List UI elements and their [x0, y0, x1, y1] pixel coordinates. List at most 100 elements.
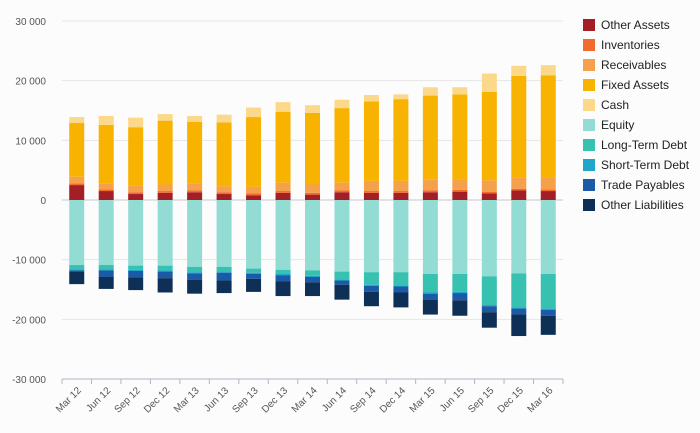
bar-segment	[216, 280, 232, 294]
bar-segment	[216, 194, 232, 200]
x-tick-label: Mar 16	[526, 385, 556, 415]
legend-label: Short-Term Debt	[601, 158, 690, 172]
legend-label: Equity	[601, 118, 635, 132]
bar-segment	[246, 273, 262, 279]
bar-segment	[452, 94, 468, 180]
bar-segment	[128, 271, 144, 278]
bar-segment	[305, 200, 320, 271]
bar-segment	[128, 200, 144, 266]
bar-segment	[511, 314, 527, 337]
bar-segment	[157, 265, 173, 271]
bar-segment	[128, 194, 144, 200]
legend-swatch	[583, 79, 595, 91]
bar-segment	[275, 269, 291, 274]
bar-segment	[69, 123, 85, 177]
bar-segment	[452, 200, 468, 274]
bar-segment	[305, 282, 320, 297]
bar-segment	[511, 188, 527, 191]
bar-segment	[128, 277, 144, 291]
legend-item[interactable]: Other Assets	[583, 15, 689, 35]
legend-item[interactable]: Trade Payables	[583, 175, 689, 195]
x-tick-label: Mar 15	[408, 385, 438, 415]
bar-segment	[98, 115, 114, 125]
legend-label: Inventories	[601, 38, 660, 52]
bar-segment	[98, 189, 114, 192]
bar-segment	[452, 191, 468, 200]
bar-segment	[157, 184, 173, 192]
bar-segment	[393, 200, 409, 273]
bar-segment	[216, 186, 232, 193]
bar-segment	[216, 200, 232, 267]
bar-segment	[305, 192, 320, 195]
legend-item[interactable]: Other Liabilities	[583, 195, 689, 215]
bar-segment	[334, 200, 350, 272]
bar-segment	[393, 272, 409, 286]
x-tick-label: Sep 13	[230, 385, 260, 415]
bar-segment	[305, 105, 320, 113]
bar-segment	[69, 269, 85, 271]
legend-item[interactable]: Fixed Assets	[583, 75, 689, 95]
bar-segment	[511, 75, 527, 178]
bar-segment	[334, 280, 350, 285]
bar-segment	[216, 271, 232, 273]
bar-segment	[187, 192, 203, 200]
bar-segment	[98, 265, 114, 270]
bar-segment	[275, 281, 291, 297]
bar-segment	[216, 122, 232, 187]
bar-segment	[187, 272, 203, 274]
bar-segment	[305, 276, 320, 283]
bar-segment	[187, 115, 203, 122]
bar-segment	[157, 192, 173, 200]
bar-segment	[98, 124, 114, 184]
bar-segment	[275, 111, 291, 183]
legend-item[interactable]: Short-Term Debt	[583, 155, 689, 175]
legend-swatch	[583, 199, 595, 211]
bar-segment	[246, 278, 262, 292]
bar-segment	[334, 190, 350, 193]
bar-segment	[511, 273, 527, 308]
bar-segment	[334, 284, 350, 300]
bar-segment	[422, 95, 438, 180]
legend-item[interactable]: Equity	[583, 115, 689, 135]
bar-segment	[187, 266, 203, 273]
bar-segment	[393, 285, 409, 287]
legend-label: Fixed Assets	[601, 78, 670, 92]
bar-segment	[481, 180, 497, 192]
bar-segment	[128, 269, 144, 272]
x-tick-label: Dec 15	[496, 385, 526, 415]
legend-swatch	[583, 179, 595, 191]
bar-segment	[452, 291, 468, 294]
bar-segment	[157, 200, 173, 266]
bar-segment	[216, 192, 232, 195]
bar-segment	[363, 285, 379, 292]
bar-segment	[363, 191, 379, 193]
bar-segment	[393, 180, 409, 192]
bar-segment	[275, 273, 291, 276]
x-tick-label: Sep 14	[348, 385, 378, 415]
bar-segment	[334, 271, 350, 280]
bar-segment	[69, 200, 85, 266]
bar-segment	[128, 185, 144, 193]
bar-segment	[481, 73, 497, 93]
x-tick-label: Dec 12	[142, 385, 172, 415]
x-tick-label: Jun 13	[202, 385, 231, 414]
bar-segment	[481, 191, 497, 194]
bar-segment	[452, 293, 468, 301]
legend-label: Other Assets	[601, 18, 670, 32]
legend-item[interactable]: Cash	[583, 95, 689, 115]
legend-item[interactable]: Receivables	[583, 55, 689, 75]
legend-item[interactable]: Long-Term Debt	[583, 135, 689, 155]
bar-segment	[393, 292, 409, 308]
bar-segment	[246, 186, 262, 194]
bar-segment	[540, 308, 556, 310]
bar-segment	[69, 176, 85, 184]
bar-segment	[393, 192, 409, 200]
y-tick-label: -30 000	[12, 375, 46, 386]
bar-segment	[305, 194, 320, 200]
bar-segment	[481, 276, 497, 306]
bar-segment	[540, 65, 556, 76]
legend-swatch	[583, 119, 595, 131]
legend-item[interactable]: Inventories	[583, 35, 689, 55]
bar-segment	[305, 270, 320, 276]
bar-segment	[363, 192, 379, 200]
